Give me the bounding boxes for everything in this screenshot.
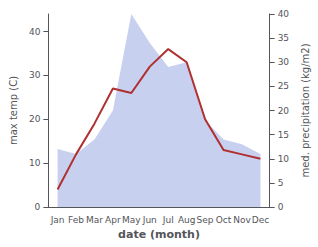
svg-text:25: 25 [278, 81, 289, 91]
svg-text:30: 30 [278, 57, 290, 67]
svg-text:15: 15 [278, 130, 289, 140]
svg-text:10: 10 [29, 158, 41, 168]
svg-text:Sep: Sep [197, 215, 214, 225]
svg-text:20: 20 [278, 106, 290, 116]
svg-text:5: 5 [278, 178, 284, 188]
svg-text:Jan: Jan [50, 215, 65, 225]
svg-text:Nov: Nov [233, 215, 251, 225]
svg-text:Oct: Oct [216, 215, 232, 225]
svg-text:10: 10 [278, 154, 290, 164]
svg-text:0: 0 [35, 202, 41, 212]
svg-text:Dec: Dec [252, 215, 269, 225]
svg-text:20: 20 [29, 114, 41, 124]
svg-text:date (month): date (month) [118, 228, 200, 241]
svg-text:Aug: Aug [178, 215, 196, 225]
svg-text:max temp (C): max temp (C) [8, 76, 19, 145]
svg-text:30: 30 [29, 70, 41, 80]
svg-text:35: 35 [278, 33, 289, 43]
svg-text:Feb: Feb [68, 215, 84, 225]
svg-text:40: 40 [29, 27, 41, 37]
svg-text:Jun: Jun [142, 215, 157, 225]
svg-text:med. precipitation (kg/m2): med. precipitation (kg/m2) [300, 43, 311, 177]
svg-text:Mar: Mar [86, 215, 103, 225]
svg-text:Apr: Apr [105, 215, 121, 225]
svg-text:0: 0 [278, 202, 284, 212]
svg-text:40: 40 [278, 9, 290, 19]
svg-text:Jul: Jul [162, 215, 174, 225]
svg-text:May: May [122, 215, 141, 225]
